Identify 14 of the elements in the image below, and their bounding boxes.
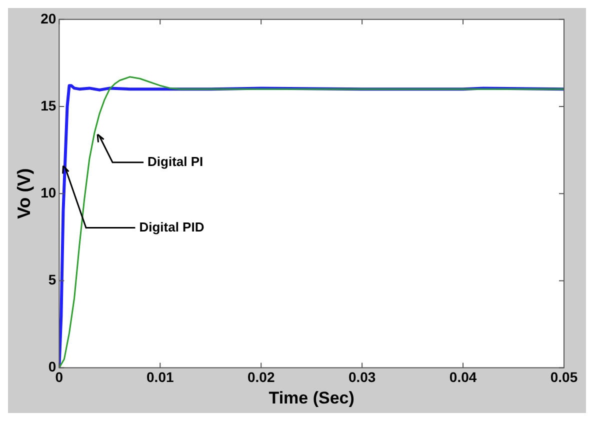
x-tick-label: 0.02 bbox=[247, 369, 275, 386]
x-tick-label: 0.03 bbox=[348, 369, 376, 386]
y-tick-label: 5 bbox=[48, 272, 56, 288]
y-tick-label: 20 bbox=[40, 10, 56, 26]
y-tick-label: 0 bbox=[48, 358, 56, 375]
x-tick-label: 0.01 bbox=[146, 369, 174, 386]
y-tick-label: 10 bbox=[40, 184, 56, 200]
y-tick-label: 15 bbox=[40, 97, 56, 114]
annotation: Digital PID bbox=[139, 219, 204, 234]
x-tick-label: 0.05 bbox=[550, 369, 578, 386]
annotation: Digital PI bbox=[148, 154, 204, 169]
x-axis-title: Time (Sec) bbox=[268, 388, 354, 408]
x-tick-label: 0.04 bbox=[449, 369, 477, 386]
y-axis-title: Vo (V) bbox=[14, 168, 34, 219]
